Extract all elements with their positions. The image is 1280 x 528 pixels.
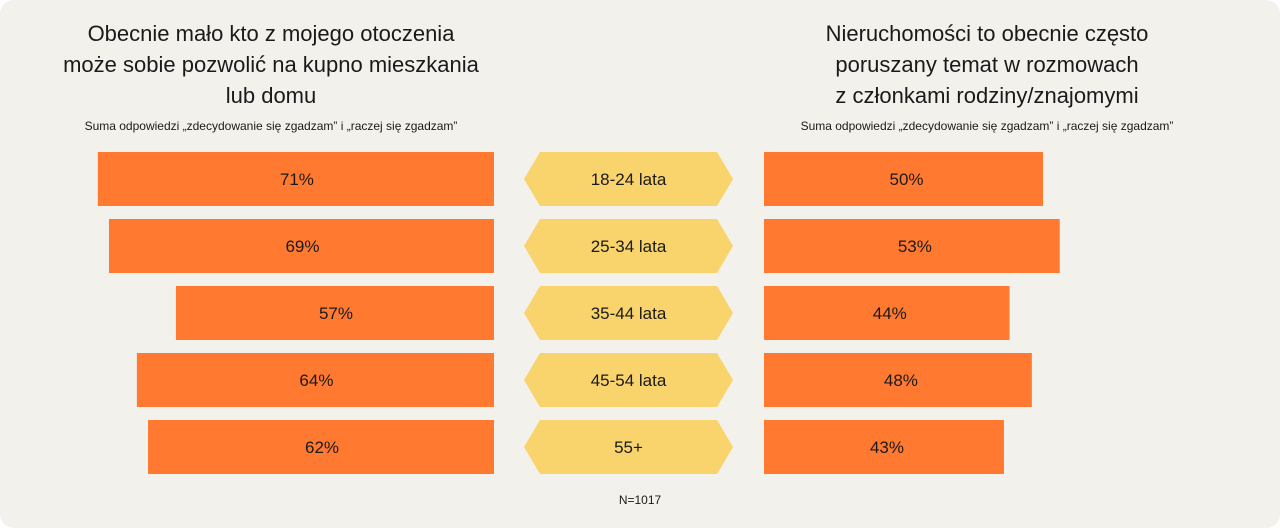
right-title-line-1: Nieruchomości to obecnie często: [825, 21, 1149, 46]
left-title-line-3: lub domu: [225, 83, 317, 108]
age-group-badge: [524, 219, 733, 273]
age-group-label: 55+: [614, 438, 643, 457]
left-bar: [148, 420, 495, 474]
left-bar: [97, 152, 494, 206]
age-group-label: 35-44 lata: [591, 304, 667, 323]
right-bar-value-label: 50%: [889, 170, 923, 189]
age-group-label: 25-34 lata: [591, 237, 667, 256]
left-bar: [108, 219, 494, 273]
right-bar: [764, 219, 1060, 273]
left-bar-value-label: 57%: [319, 304, 353, 323]
right-title-line-2: poruszany temat w rozmowach: [835, 52, 1139, 77]
left-panel-subtitle: Suma odpowiedzi „zdecydowanie się zgadza…: [84, 119, 458, 133]
right-bar-value-label: 44%: [873, 304, 907, 323]
right-bar: [764, 353, 1032, 407]
left-bar-value-label: 62%: [305, 438, 339, 457]
left-title-line-1: Obecnie mało kto z mojego otoczenia: [87, 21, 455, 46]
right-bar: [764, 286, 1010, 340]
age-group-badge: [524, 420, 733, 474]
right-title-line-3: z członkami rodziny/znajomymi: [835, 83, 1139, 108]
right-bar-value-label: 53%: [898, 237, 932, 256]
age-group-label: 18-24 lata: [591, 170, 667, 189]
left-bar-value-label: 64%: [299, 371, 333, 390]
age-group-badge: [524, 353, 733, 407]
left-panel-title: Obecnie mało kto z mojego otoczenia może…: [11, 18, 531, 111]
left-bar-value-label: 71%: [280, 170, 314, 189]
right-bar-value-label: 48%: [884, 371, 918, 390]
right-panel-subtitle: Suma odpowiedzi „zdecydowanie się zgadza…: [800, 119, 1174, 133]
left-bar: [175, 286, 494, 340]
right-bar: [764, 152, 1043, 206]
age-group-label: 45-54 lata: [591, 371, 667, 390]
sample-size-note: N=1017: [618, 493, 662, 507]
right-panel-title: Nieruchomości to obecnie często poruszan…: [727, 18, 1247, 111]
age-group-badge: [524, 152, 733, 206]
left-bar: [136, 353, 494, 407]
age-group-badge: [524, 286, 733, 340]
right-bar-value-label: 43%: [870, 438, 904, 457]
right-bar: [764, 420, 1004, 474]
left-bar-value-label: 69%: [285, 237, 319, 256]
left-title-line-2: może sobie pozwolić na kupno mieszkania: [63, 52, 479, 77]
